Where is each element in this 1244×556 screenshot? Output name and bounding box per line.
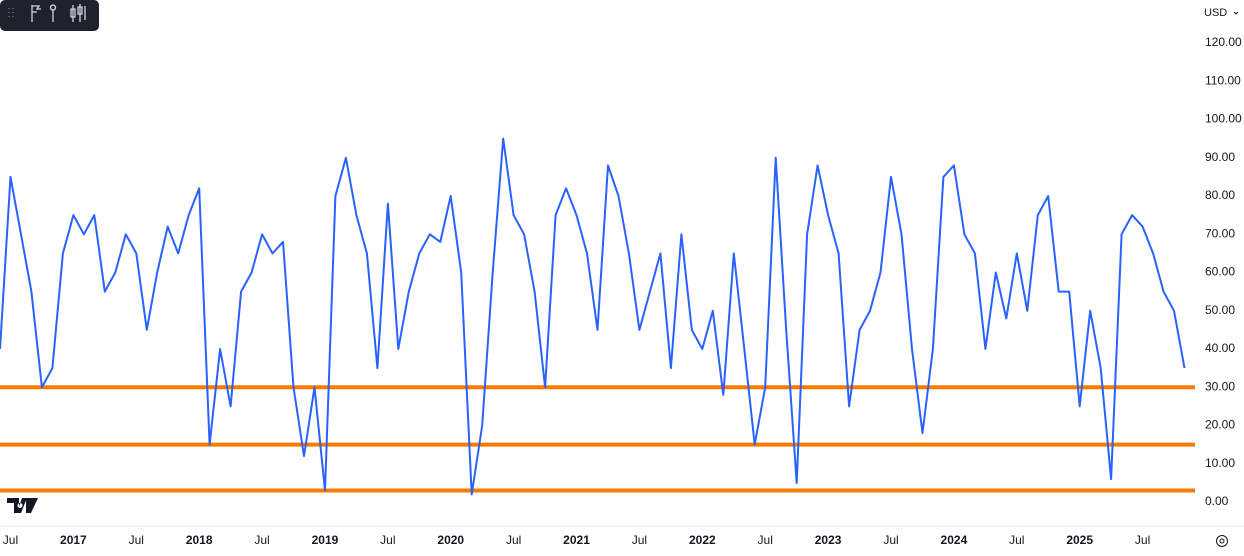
x-tick-label: 2017 xyxy=(60,533,87,547)
y-tick-label: 80.00 xyxy=(1205,188,1235,202)
settings-icon[interactable] xyxy=(1216,535,1228,547)
currency-label: USD xyxy=(1204,7,1227,19)
y-tick-label: 0.00 xyxy=(1205,494,1229,508)
x-tick-label: Jul xyxy=(1009,533,1024,547)
data-line xyxy=(0,137,1186,496)
x-tick-label: Jul xyxy=(380,533,395,547)
x-tick-label: Jul xyxy=(254,533,269,547)
currency-button[interactable] xyxy=(1197,2,1242,24)
x-tick-label: 2025 xyxy=(1066,533,1093,547)
x-tick-label: 2020 xyxy=(437,533,464,547)
y-tick-label: 40.00 xyxy=(1205,341,1235,355)
drawing-toolbar[interactable] xyxy=(0,0,99,31)
x-tick-label: 2018 xyxy=(186,533,213,547)
toolbar-icons xyxy=(8,4,86,22)
x-tick-label: Jul xyxy=(632,533,647,547)
x-tick-label: 2023 xyxy=(815,533,842,547)
x-tick-label: Jul xyxy=(1135,533,1150,547)
y-tick-label: 120.00 xyxy=(1205,35,1242,49)
x-tick-label: 2024 xyxy=(941,533,968,547)
y-tick-label: 110.00 xyxy=(1205,73,1241,87)
y-tick-label: 20.00 xyxy=(1205,418,1235,432)
x-tick-label: 2021 xyxy=(563,533,590,547)
y-tick-label: 10.00 xyxy=(1205,456,1235,470)
y-tick-label: 70.00 xyxy=(1205,226,1235,240)
y-tick-label: 30.00 xyxy=(1205,379,1235,393)
x-tick-label: Jul xyxy=(883,533,898,547)
y-tick-label: 100.00 xyxy=(1205,112,1242,126)
y-tick-label: 90.00 xyxy=(1205,150,1235,164)
x-tick-label: Jul xyxy=(129,533,144,547)
y-tick-label: 60.00 xyxy=(1205,265,1235,279)
currency-caret xyxy=(1233,11,1239,15)
x-tick-label: Jul xyxy=(3,533,18,547)
x-tick-label: Jul xyxy=(506,533,521,547)
x-tick-label: Jul xyxy=(758,533,773,547)
x-tick-label: 2019 xyxy=(312,533,339,547)
x-tick-label: 2022 xyxy=(689,533,716,547)
tv-logo xyxy=(7,498,38,513)
y-tick-label: 50.00 xyxy=(1205,303,1235,317)
